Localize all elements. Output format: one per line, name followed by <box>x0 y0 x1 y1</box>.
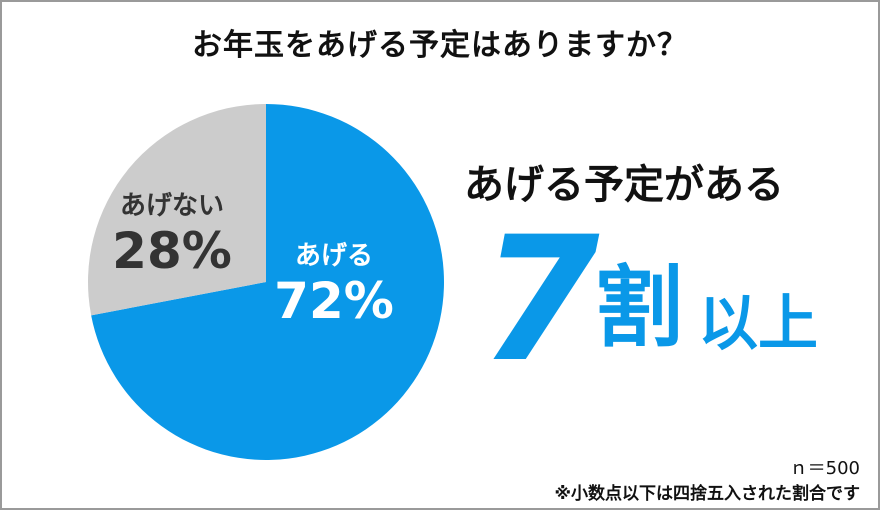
slice-label-2: あげない <box>120 191 224 221</box>
big-number: 7 <box>480 199 600 400</box>
slice-label-1: あげる <box>295 241 373 271</box>
pie-slice-2 <box>87 104 266 316</box>
slice-value-1: 72% <box>274 272 394 330</box>
big-unit: 割 <box>595 256 684 359</box>
chart-title: お年玉をあげる予定はありますか？ <box>192 28 688 63</box>
slice-value-2: 28% <box>112 222 232 280</box>
pie-slice-1 <box>91 104 445 461</box>
headline: あげる予定がある <box>464 162 784 208</box>
footnote: ※小数点以下は四捨五入された割合です <box>554 484 860 504</box>
sample-size: ｎ＝500 <box>789 458 860 479</box>
big-suffix: 以上 <box>698 289 818 359</box>
